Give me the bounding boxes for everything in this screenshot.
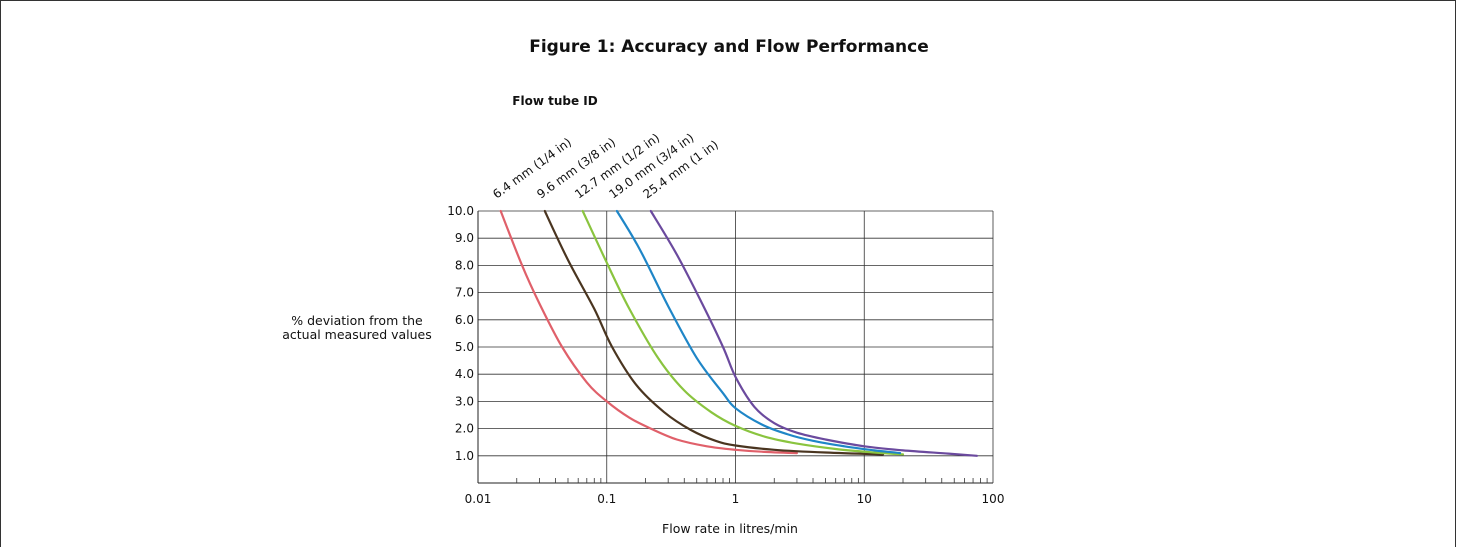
y-tick-label: 9.0 — [455, 231, 474, 245]
x-tick-label: 0.1 — [597, 492, 616, 506]
y-tick-label: 1.0 — [455, 449, 474, 463]
series-line-1 — [499, 209, 798, 455]
x-tick-label: 1 — [732, 492, 740, 506]
x-tick-label: 0.01 — [465, 492, 492, 506]
series-line-3 — [581, 209, 905, 456]
y-axis-label: % deviation from the actual measured val… — [282, 313, 432, 342]
y-tick-label: 4.0 — [455, 367, 474, 381]
y-tick-label: 10.0 — [447, 204, 474, 218]
y-tick-label: 3.0 — [455, 394, 474, 408]
legend-label-1: 6.4 mm (1/4 in) — [490, 135, 574, 201]
legend-title: Flow tube ID — [512, 94, 598, 108]
series-line-2 — [543, 209, 885, 456]
y-tick-label: 6.0 — [455, 313, 474, 327]
y-tick-label: 2.0 — [455, 422, 474, 436]
x-tick-label: 100 — [982, 492, 1005, 506]
series-line-5 — [649, 209, 978, 457]
y-tick-label: 5.0 — [455, 340, 474, 354]
x-axis-label: Flow rate in litres/min — [662, 521, 798, 536]
figure-title: Figure 1: Accuracy and Flow Performance — [529, 37, 929, 57]
y-tick-label: 7.0 — [455, 286, 474, 300]
x-tick-label: 10 — [857, 492, 872, 506]
y-tick-label: 8.0 — [455, 258, 474, 272]
series-line-4 — [615, 209, 902, 455]
